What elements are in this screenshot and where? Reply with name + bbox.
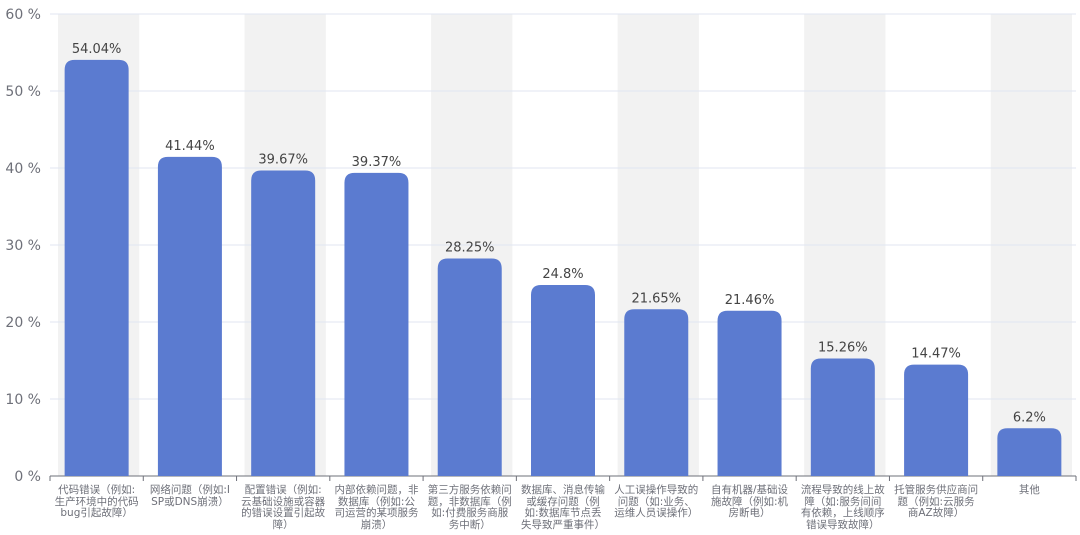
data-label: 41.44%: [165, 139, 215, 154]
x-tick-label: 流程导致的线上故障（如:服务间间有依赖，上线顺序错误导致故障）: [800, 484, 885, 531]
x-tick-label: 第三方服务依赖问题，非数据库（例如:付费服务商服务中断）: [427, 484, 512, 531]
data-label: 6.2%: [1013, 410, 1046, 425]
x-tick-label: 人工误操作导致的问题（如:业务、运维人员误操作）: [614, 484, 699, 519]
data-label: 39.67%: [258, 153, 308, 168]
x-tick-label: 代码错误（例如:生产环境中的代码bug引起故障）: [54, 484, 139, 519]
bar: [717, 310, 782, 476]
bar: [157, 156, 222, 477]
x-tick-label: 内部依赖问题，非数据库（例如:公司运营的某项服务崩溃）: [334, 484, 419, 531]
y-tick-label: 20 %: [5, 315, 41, 331]
y-tick-label: 40 %: [5, 161, 41, 177]
y-tick-label: 10 %: [5, 392, 41, 408]
y-tick-label: 50 %: [5, 84, 41, 100]
bar: [624, 309, 689, 476]
bar: [251, 170, 316, 476]
bar: [64, 59, 129, 476]
data-label: 39.37%: [352, 155, 402, 170]
bar: [997, 428, 1062, 476]
x-tick-label: 自有机器/基础设施故障（例如:机房断电）: [711, 484, 789, 519]
bar: [531, 285, 595, 476]
bar: [344, 172, 409, 476]
x-tick-label: 其他: [1018, 484, 1040, 496]
data-label: 24.8%: [542, 267, 583, 282]
x-tick-label: 托管服务供应商问题（例如:云服务商AZ故障）: [894, 484, 979, 519]
y-tick-label: 30 %: [5, 238, 41, 254]
y-tick-label: 0 %: [14, 469, 41, 485]
data-label: 21.65%: [631, 291, 681, 306]
data-label: 21.46%: [725, 293, 775, 308]
x-tick-label: 配置错误（例如:云基础设施或容器的错误设置引起故障）: [241, 484, 326, 531]
bar: [437, 258, 502, 476]
x-tick-label: 网络问题（例如:ISP或DNS崩溃）: [149, 484, 230, 508]
bar: [904, 364, 969, 476]
data-label: 15.26%: [818, 340, 868, 355]
bar: [810, 358, 875, 476]
data-label: 14.47%: [911, 347, 961, 362]
x-tick-label: 数据库、消息传输或缓存问题（例如:数据库节点丢失导致严重事件）: [521, 484, 605, 531]
y-tick-label: 60 %: [5, 7, 41, 23]
data-label: 28.25%: [445, 240, 495, 255]
data-label: 54.04%: [72, 42, 122, 57]
